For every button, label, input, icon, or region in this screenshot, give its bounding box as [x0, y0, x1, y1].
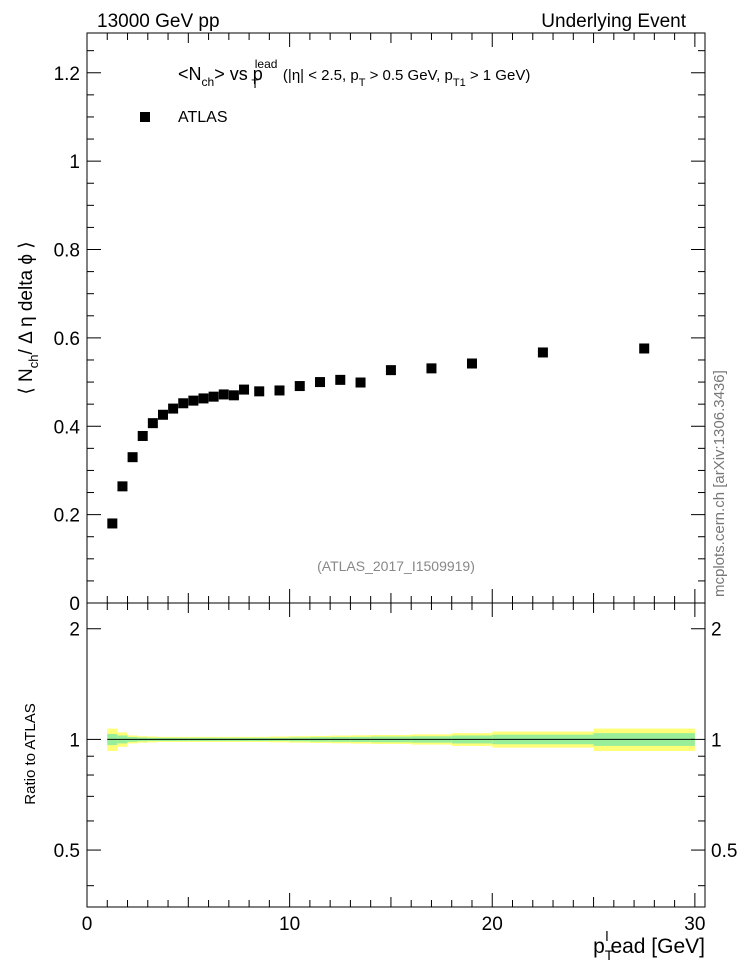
main-ytick-label: 0.2: [54, 506, 80, 527]
main-ytick-labels: 0 0.2 0.4 0.6 0.8 1 1.2: [54, 64, 81, 615]
xtick-labels: 0 10 20 30: [82, 914, 706, 935]
data-point: [254, 386, 265, 397]
data-point: [107, 518, 118, 529]
data-point: [315, 377, 326, 388]
data-point: [385, 365, 396, 376]
header-left: 13000 GeV pp: [97, 11, 220, 32]
data-point: [426, 363, 437, 374]
data-point: [239, 384, 250, 395]
data-point: [537, 347, 548, 358]
xtick-label: 20: [482, 914, 503, 935]
main-ytick-label: 0.4: [54, 417, 81, 438]
data-point: [208, 391, 219, 402]
legend: ATLAS: [140, 109, 228, 126]
data-point: [178, 398, 189, 409]
main-ytick-label: 0: [69, 594, 80, 615]
data-point: [188, 395, 199, 406]
data-point: [127, 452, 138, 463]
xtick-label: 30: [684, 914, 705, 935]
main-ytick-label: 1: [69, 152, 80, 173]
xtick-label: 0: [82, 914, 93, 935]
header-right: Underlying Event: [541, 11, 686, 32]
data-point: [639, 343, 650, 354]
ratio-ytick-labels: 0.5 0.5 1 1 2 2: [54, 620, 738, 862]
main-ylabel: ⟨ Nch/ Δ η delta ϕ ⟩: [16, 241, 41, 394]
data-point: [228, 390, 239, 401]
data-point: [274, 385, 285, 396]
chart-title: <Nch> vs plead T (|η| < 2.5, pT > 0.5 GeV…: [178, 57, 530, 91]
data-point: [466, 358, 477, 369]
ratio-ylabel: Ratio to ATLAS: [22, 703, 39, 804]
data-point: [294, 381, 305, 392]
main-ytick-label: 1.2: [54, 64, 80, 85]
legend-label-atlas: ATLAS: [178, 109, 228, 126]
data-point: [117, 481, 128, 492]
ratio-frame: [86, 602, 706, 908]
ratio-axis-ticks: [86, 603, 705, 907]
x-axis-label: pTlead [GeV]: [593, 928, 705, 963]
data-point: [157, 409, 168, 420]
data-point: [147, 418, 158, 429]
ratio-panel: 0.5 0.5 1 1 2 2 0 10 20 30 Ratio to ATLAS pTlead…: [22, 602, 738, 963]
legend-marker-atlas: [140, 112, 150, 122]
main-ytick-label: 0.8: [54, 241, 80, 262]
ratio-ytick-label-right: 2: [711, 620, 722, 641]
ratio-ytick-label: 2: [69, 620, 80, 641]
data-point: [198, 393, 209, 404]
data-points: [107, 343, 650, 529]
ratio-ytick-label: 0.5: [54, 841, 80, 862]
data-point: [355, 377, 366, 388]
main-ytick-label: 0.6: [54, 329, 80, 350]
ratio-ytick-label-right: 1: [711, 730, 722, 751]
data-point: [335, 374, 346, 385]
watermark: (ATLAS_2017_I1509919): [317, 558, 475, 574]
main-axis-ticks: [86, 33, 705, 604]
main-panel: 00.20.40.60.811.2 (ATLAS_2017_I1509919) …: [16, 32, 706, 615]
side-credit: mcplots.cern.ch [arXiv:1306.3436]: [711, 370, 728, 597]
data-point: [218, 389, 229, 400]
ratio-ytick-label-right: 0.5: [711, 841, 737, 862]
xtick-label: 10: [279, 914, 300, 935]
ratio-ytick-label: 1: [69, 730, 80, 751]
data-point: [137, 430, 148, 441]
data-point: [168, 403, 179, 414]
